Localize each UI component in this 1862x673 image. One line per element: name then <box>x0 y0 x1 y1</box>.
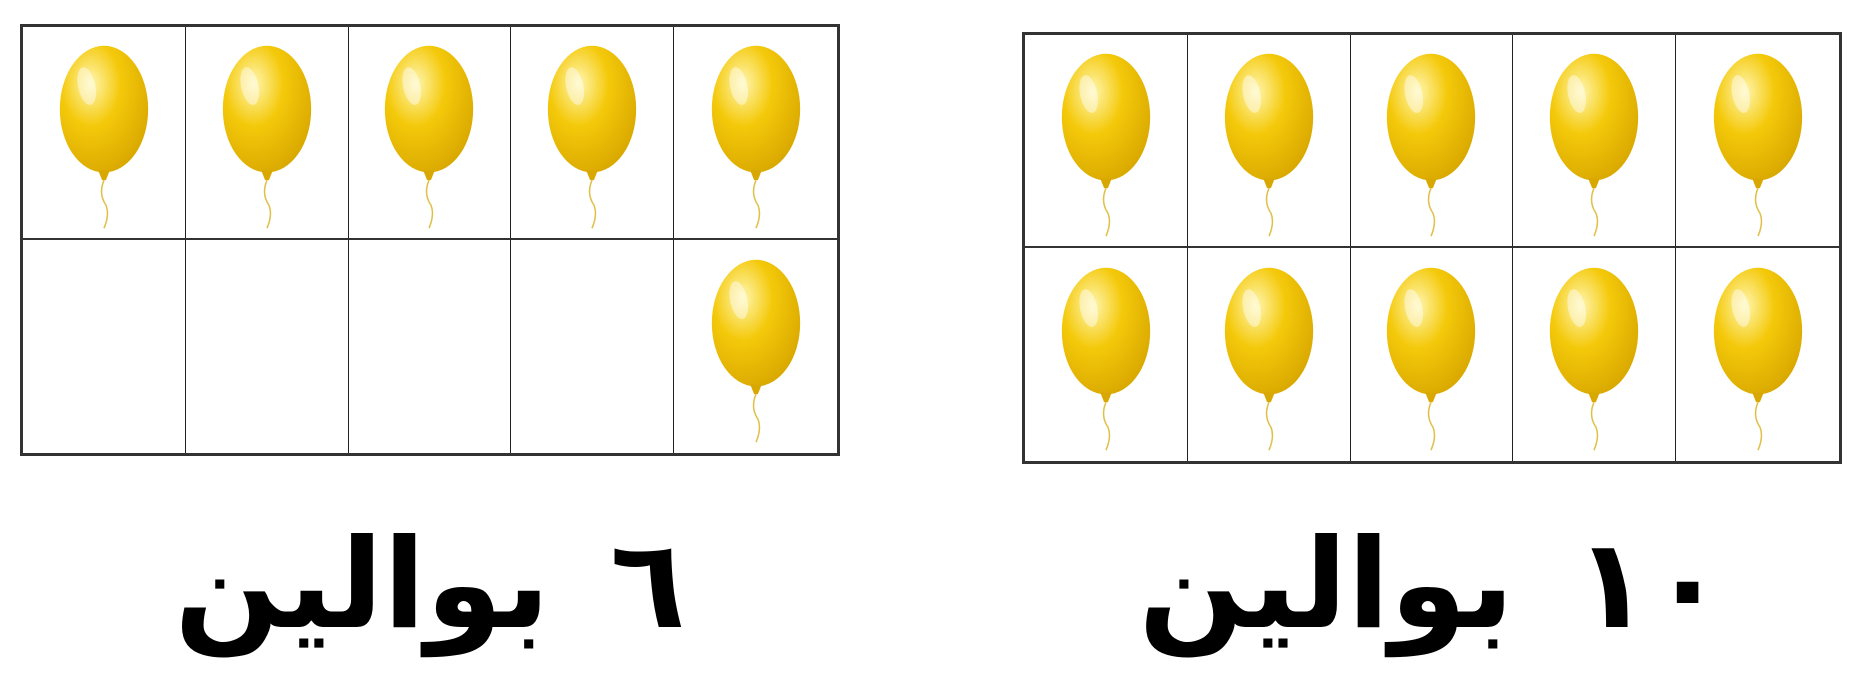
ten-frame-cell <box>185 27 349 240</box>
yellow-balloon-icon <box>1550 53 1639 236</box>
ten-frame-cell <box>186 240 349 453</box>
caption-number: ١٠ <box>1574 513 1726 657</box>
yellow-balloon-icon <box>222 45 311 228</box>
caption-word: بوالين <box>1138 513 1515 657</box>
ten-frame-cell <box>1025 248 1188 461</box>
yellow-balloon-icon <box>1224 53 1313 236</box>
ten-frame-cell <box>1676 248 1839 461</box>
ten-frame-cell <box>1188 248 1351 461</box>
ten-frame-cell <box>1350 35 1514 248</box>
ten-frame-cell <box>674 27 837 240</box>
ten-frame-left <box>20 24 840 456</box>
ten-frame-cell <box>348 27 512 240</box>
caption-right: ١٠ بوالين <box>1022 505 1842 665</box>
yellow-balloon-icon <box>711 259 800 442</box>
ten-frame-cell <box>1513 35 1677 248</box>
caption-word: بوالين <box>174 513 550 657</box>
yellow-balloon-icon <box>59 45 149 228</box>
yellow-balloon-icon <box>1061 267 1151 450</box>
ten-frame-right <box>1022 32 1842 464</box>
caption-left: ٦ بوالين <box>20 505 840 665</box>
yellow-balloon-icon <box>385 45 474 228</box>
yellow-balloon-icon <box>548 45 637 228</box>
ten-frame-cell <box>511 27 675 240</box>
yellow-balloon-icon <box>1550 267 1639 450</box>
ten-frame-cell <box>511 240 675 453</box>
yellow-balloon-icon <box>1224 267 1313 450</box>
ten-frame-cell <box>674 240 837 453</box>
caption-number: ٦ <box>609 513 686 657</box>
ten-frame-cell <box>23 240 186 453</box>
ten-frame-cell <box>1351 248 1514 461</box>
yellow-balloon-icon <box>1713 53 1802 236</box>
yellow-balloon-icon <box>1061 53 1151 236</box>
yellow-balloon-icon <box>1387 53 1476 236</box>
ten-frame-cell <box>349 240 512 453</box>
ten-frame-cell <box>23 27 186 240</box>
ten-frame-cell <box>1676 35 1839 248</box>
yellow-balloon-icon <box>1713 267 1802 450</box>
yellow-balloon-icon <box>711 45 800 228</box>
yellow-balloon-icon <box>1387 267 1476 450</box>
ten-frame-cell <box>1513 248 1677 461</box>
ten-frame-cell <box>1187 35 1351 248</box>
ten-frame-cell <box>1025 35 1188 248</box>
